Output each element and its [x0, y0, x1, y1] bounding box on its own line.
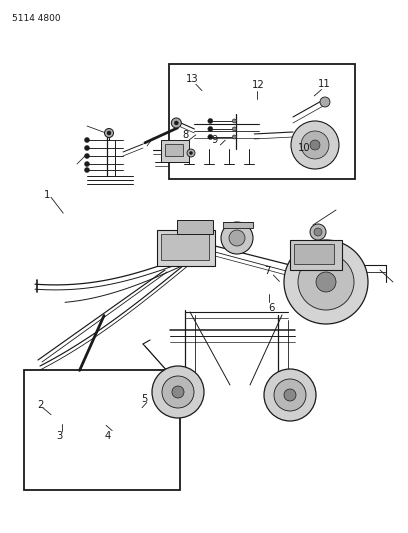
Circle shape [162, 376, 194, 408]
Circle shape [174, 121, 178, 125]
Circle shape [310, 224, 326, 240]
Text: 8: 8 [182, 130, 189, 140]
Circle shape [320, 97, 330, 107]
Text: 5114 4800: 5114 4800 [12, 14, 61, 23]
Bar [24, 370, 180, 490]
Circle shape [84, 167, 89, 173]
Bar [294, 244, 334, 264]
Text: 9: 9 [212, 135, 218, 145]
Circle shape [208, 118, 213, 124]
Bar [165, 144, 183, 156]
Circle shape [314, 228, 322, 236]
Circle shape [310, 140, 320, 150]
Bar [157, 230, 215, 266]
Circle shape [298, 254, 354, 310]
Circle shape [84, 146, 89, 150]
Text: 7: 7 [264, 266, 271, 276]
Bar [177, 220, 213, 234]
Circle shape [264, 369, 316, 421]
Text: 2: 2 [38, 400, 44, 410]
Bar [169, 64, 355, 179]
Bar [161, 234, 209, 260]
Text: 5: 5 [142, 394, 148, 403]
Circle shape [104, 128, 113, 138]
Circle shape [84, 154, 89, 158]
Bar [161, 140, 189, 162]
Circle shape [208, 134, 213, 140]
Circle shape [316, 272, 336, 292]
Circle shape [301, 131, 329, 159]
Circle shape [84, 161, 89, 166]
Circle shape [187, 149, 195, 157]
Text: 11: 11 [318, 79, 331, 89]
Circle shape [274, 379, 306, 411]
Circle shape [171, 118, 181, 128]
Circle shape [172, 386, 184, 398]
Circle shape [208, 126, 213, 132]
Text: 3: 3 [56, 431, 62, 441]
Circle shape [232, 135, 236, 139]
Bar [223, 222, 253, 228]
Circle shape [232, 119, 236, 123]
Bar [290, 240, 342, 270]
Text: 1: 1 [44, 190, 50, 199]
Text: 10: 10 [298, 143, 310, 153]
Circle shape [189, 151, 193, 155]
Circle shape [107, 131, 111, 135]
Circle shape [84, 138, 89, 142]
Circle shape [284, 389, 296, 401]
Circle shape [152, 366, 204, 418]
Text: 13: 13 [186, 74, 199, 84]
Text: 4: 4 [105, 431, 111, 441]
Text: 12: 12 [252, 80, 265, 90]
Circle shape [229, 230, 245, 246]
Circle shape [232, 127, 236, 131]
Circle shape [221, 222, 253, 254]
Circle shape [284, 240, 368, 324]
Text: 6: 6 [268, 303, 275, 313]
Circle shape [291, 121, 339, 169]
